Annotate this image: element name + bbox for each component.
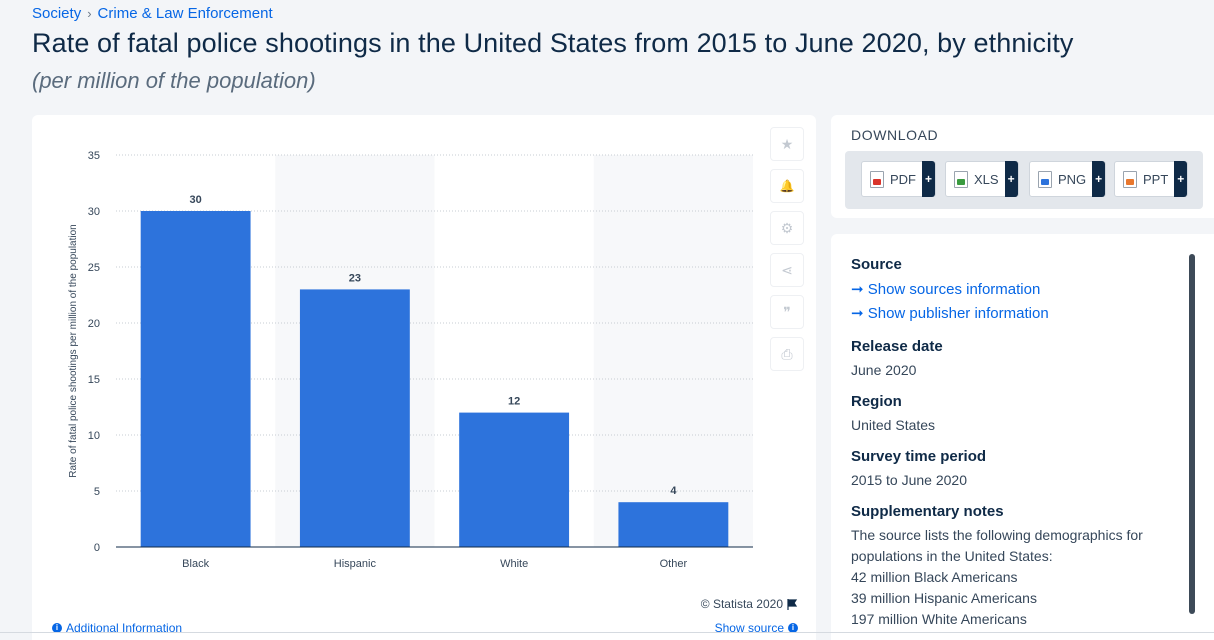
show-source-label: Show source (714, 621, 784, 635)
bar-white (459, 412, 570, 547)
download-ppt-label: PPT (1143, 171, 1169, 187)
supplementary-note-line: 197 million White Americans (851, 611, 1027, 627)
favorite-button[interactable]: ★ (770, 127, 804, 161)
y-tick-label: 25 (88, 262, 100, 274)
y-tick-label: 30 (88, 206, 100, 218)
share-icon: ⋖ (781, 261, 793, 278)
info-icon: i (788, 623, 798, 633)
additional-information-link[interactable]: i Additional Information (52, 621, 182, 635)
show-sources-link[interactable]: ➞ Show sources information (851, 281, 1041, 298)
print-button[interactable]: ⎙ (770, 337, 804, 371)
plus-icon: + (1004, 161, 1018, 197)
bell-icon: 🔔 (779, 179, 795, 193)
supplementary-note-line: 42 million Black Americans (851, 569, 1018, 585)
download-xls-button[interactable]: XLS + (945, 161, 1019, 197)
download-heading: DOWNLOAD (851, 127, 939, 143)
data-label: 30 (190, 194, 202, 206)
show-publisher-link[interactable]: ➞ Show publisher information (851, 305, 1049, 322)
gear-icon: ⚙ (780, 219, 794, 236)
download-png-label: PNG (1058, 171, 1087, 187)
region-heading: Region (851, 393, 902, 410)
data-label: 12 (508, 396, 520, 408)
info-icon: i (52, 623, 62, 633)
plus-icon: + (1174, 161, 1188, 197)
supplementary-note-line: 39 million Hispanic Americans (851, 590, 1037, 606)
plus-icon: + (1092, 161, 1106, 197)
survey-period-heading: Survey time period (851, 448, 987, 465)
y-tick-label: 5 (94, 486, 100, 498)
x-tick-label: White (500, 558, 528, 570)
share-button[interactable]: ⋖ (770, 253, 804, 287)
ppt-color-mark (1126, 178, 1134, 185)
category-band (593, 155, 753, 547)
copyright-text: © Statista 2020 (700, 597, 783, 611)
survey-period-section: Survey time period 2015 to June 2020 (851, 448, 1171, 491)
download-pdf-label: PDF (890, 171, 916, 187)
statistic-details-card: Source ➞ Show sources information ➞ Show… (831, 234, 1214, 640)
y-tick-label: 15 (88, 374, 100, 386)
data-label: 4 (670, 485, 677, 497)
star-icon: ★ (780, 135, 794, 152)
y-tick-label: 10 (88, 430, 100, 442)
pdf-color-mark (873, 178, 881, 185)
region-value: United States (851, 417, 936, 433)
breadcrumb-separator: › (87, 6, 92, 21)
chart-toolbar: ★ 🔔 ⚙ ⋖ ❞ ⎙ (770, 127, 804, 371)
bar-chart: 0 5 10 15 20 25 30 35 30 Black 23 Hispanic 12 White 4 O… (68, 150, 753, 570)
settings-button[interactable]: ⚙ (770, 211, 804, 245)
supplementary-notes-heading: Supplementary notes (851, 503, 1004, 520)
y-tick-label: 0 (94, 542, 100, 554)
flag-icon[interactable] (787, 598, 798, 610)
download-xls-label: XLS (974, 171, 999, 187)
cite-button[interactable]: ❞ (770, 295, 804, 329)
release-date-heading: Release date (851, 338, 943, 355)
x-tick-label: Other (660, 558, 688, 570)
region-section: Region United States (851, 393, 1171, 436)
xls-file-icon (954, 170, 968, 188)
download-bar: PDF + XLS + PNG + PPT + (845, 151, 1203, 209)
pdf-file-icon (870, 170, 884, 188)
plus-icon: + (922, 161, 935, 197)
copyright: © Statista 2020 (701, 597, 798, 611)
page-divider (0, 632, 1214, 633)
breadcrumb-society-link[interactable]: Society (32, 5, 82, 22)
additional-information-label: Additional Information (66, 621, 183, 635)
source-section: Source ➞ Show sources information ➞ Show… (851, 256, 1171, 326)
quote-icon: ❞ (783, 303, 791, 320)
supplementary-note-line: The source lists the following demograph… (851, 527, 1143, 564)
scrollbar-track[interactable] (1189, 254, 1195, 614)
supplementary-notes-section: Supplementary notes The source lists the… (851, 503, 1171, 630)
notification-button[interactable]: 🔔 (770, 169, 804, 203)
show-source-link[interactable]: Show source i (715, 621, 798, 635)
release-date-value: June 2020 (851, 362, 917, 378)
data-label: 23 (349, 272, 361, 284)
page-subtitle: (per million of the population) (32, 68, 316, 93)
y-tick-label: 20 (88, 318, 100, 330)
x-tick-label: Hispanic (334, 558, 377, 570)
breadcrumb-crime-link[interactable]: Crime & Law Enforcement (97, 5, 273, 22)
png-color-mark (1041, 178, 1049, 185)
scrollbar-thumb[interactable] (1189, 254, 1195, 614)
download-card: DOWNLOAD PDF + XLS + PNG + PPT + (831, 115, 1214, 218)
y-tick-label: 35 (88, 150, 100, 162)
source-heading: Source (851, 256, 902, 273)
png-file-icon (1038, 170, 1052, 188)
release-date-section: Release date June 2020 (851, 338, 1171, 381)
y-axis-label: Rate of fatal police shootings per milli… (68, 224, 79, 478)
x-tick-label: Black (182, 558, 209, 570)
download-ppt-button[interactable]: PPT + (1114, 161, 1189, 197)
xls-color-mark (957, 178, 965, 185)
page-title: Rate of fatal police shootings in the Un… (32, 28, 1074, 58)
download-png-button[interactable]: PNG + (1029, 161, 1107, 197)
download-pdf-button[interactable]: PDF + (861, 161, 936, 197)
chart-card: 0 5 10 15 20 25 30 35 30 Black 23 Hispanic 12 White 4 O… (32, 115, 816, 640)
survey-period-value: 2015 to June 2020 (851, 472, 967, 488)
bar-hispanic (299, 289, 410, 547)
breadcrumb: Society › Crime & Law Enforcement (32, 5, 273, 22)
bar-other (618, 502, 729, 547)
ppt-file-icon (1123, 170, 1137, 188)
print-icon: ⎙ (781, 345, 793, 362)
statistic-details: Source ➞ Show sources information ➞ Show… (851, 256, 1171, 640)
bar-black (140, 211, 251, 547)
